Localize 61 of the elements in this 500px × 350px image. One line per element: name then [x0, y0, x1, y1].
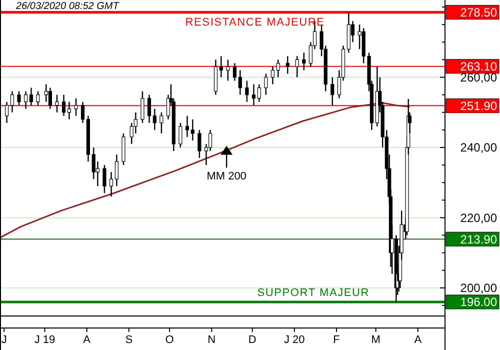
- candlestick: [147, 94, 152, 124]
- x-tick-label: D: [248, 334, 256, 346]
- candlestick: [4, 101, 9, 124]
- y-tick-label: 220,00: [460, 210, 498, 225]
- candlestick: [160, 112, 164, 134]
- x-tick-label: J 19: [34, 334, 56, 346]
- candlestick: [67, 101, 71, 120]
- candlestick: [62, 94, 66, 116]
- candlestick: [276, 59, 280, 78]
- candlestick: [185, 115, 190, 138]
- candlestick: [36, 90, 40, 106]
- candlestick: [245, 80, 249, 102]
- y-tick-label: 240,00: [460, 140, 498, 155]
- x-tick-label: A: [83, 334, 92, 346]
- candlestick: [257, 84, 261, 102]
- x-tick-label: J: [1, 334, 7, 346]
- candlestick: [295, 56, 299, 78]
- candlestick: [24, 90, 28, 110]
- candlestick: [238, 70, 242, 96]
- candlestick: [190, 118, 194, 142]
- candlestick: [178, 122, 182, 148]
- ref-line-label: 251.90: [460, 98, 498, 113]
- candlestick: [270, 66, 274, 85]
- candlestick: [286, 56, 290, 74]
- candlestick: [44, 84, 48, 102]
- x-tick-label: M: [371, 334, 380, 346]
- candlestick: [102, 164, 106, 194]
- candlestick: [232, 62, 237, 82]
- x-tick-label: A: [414, 334, 422, 346]
- ref-line-label: 213.90: [460, 232, 498, 246]
- x-tick-label: S: [125, 334, 133, 346]
- candlestick: [10, 90, 14, 113]
- candlestick: [252, 84, 256, 106]
- annotation: SUPPORT MAJEUR: [257, 286, 370, 299]
- chart-title: 26/03/2020 08:52 GMT: [15, 1, 120, 12]
- annotation: RESISTANCE MAJEURE: [185, 16, 325, 28]
- candlestick: [302, 52, 306, 71]
- candlestick: [330, 76, 334, 106]
- x-tick-label: O: [165, 334, 174, 346]
- candlestick: [80, 101, 85, 124]
- candlestick: [198, 129, 202, 159]
- candlestick: [17, 90, 21, 106]
- ref-line-label: 196.00: [460, 295, 498, 310]
- candlestick: [29, 87, 34, 106]
- candlestick: [55, 94, 59, 113]
- candlestick: [264, 73, 268, 96]
- candlestick: [219, 56, 223, 78]
- candlestick: [140, 90, 144, 124]
- x-tick-label: F: [333, 334, 340, 346]
- candlestick: [109, 171, 114, 198]
- candlestick: [114, 154, 118, 187]
- candlestick: [134, 112, 138, 134]
- candlestick: [152, 108, 156, 131]
- x-tick-label: N: [208, 334, 216, 346]
- candlestick: [48, 87, 52, 110]
- candlestick: [226, 59, 230, 82]
- candlestick: [74, 98, 78, 116]
- y-tick-label: 200,00: [460, 281, 498, 296]
- ref-line-label: 278.50: [460, 5, 498, 20]
- annotation: MM 200: [206, 170, 246, 183]
- x-tick-label: J 20: [284, 334, 305, 346]
